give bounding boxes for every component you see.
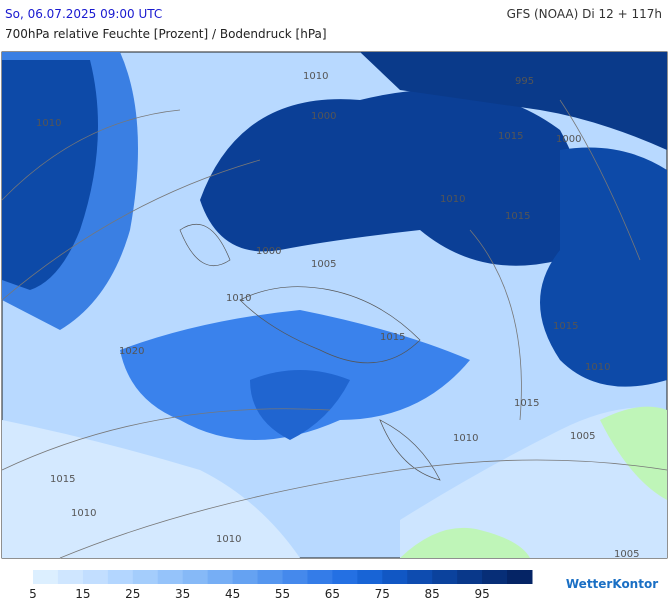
legend-swatch (332, 570, 358, 584)
legend-swatch (507, 570, 533, 584)
isobar-label: 1010 (453, 433, 478, 444)
legend-swatch (482, 570, 508, 584)
legend-tick-label: 75 (375, 587, 390, 600)
isobar-label: 1015 (50, 474, 75, 485)
isobar-label: 1015 (380, 332, 405, 343)
isobar-label: 1015 (553, 321, 578, 332)
isobar-label: 1010 (226, 293, 251, 304)
isobar-label: 1000 (556, 134, 581, 145)
legend-swatch (457, 570, 483, 584)
legend-tick-label: 65 (325, 587, 340, 600)
moist-area (2, 60, 98, 290)
isobar-label: 1015 (514, 398, 539, 409)
isobar-label: 1010 (303, 71, 328, 82)
legend-tick-label: 85 (425, 587, 440, 600)
isobar-label: 1010 (585, 362, 610, 373)
legend-swatch (232, 570, 259, 584)
legend-swatch (282, 570, 308, 584)
isobar-label: 1010 (440, 194, 465, 205)
legend-swatch (407, 570, 433, 584)
legend-swatch (157, 570, 184, 584)
isobar-label: 1010 (36, 118, 61, 129)
isobar-label: 995 (515, 76, 534, 87)
legend-tick-label: 35 (175, 587, 190, 600)
color-legend: 5 15 25 35 45 55 65 75 85 95 (29, 570, 533, 600)
isobar-label: 1000 (311, 111, 336, 122)
legend-swatch (57, 570, 84, 584)
legend-swatch (82, 570, 109, 584)
dry-area (400, 407, 667, 558)
isobar-label: 1020 (119, 346, 144, 357)
moist-area (360, 52, 667, 150)
legend-swatch (432, 570, 458, 584)
low-humidity-area (400, 527, 530, 558)
isobar-label: 1015 (498, 131, 523, 142)
isobar-label: 1005 (311, 259, 336, 270)
datetime: So, 06.07.2025 09:00 UTC (5, 7, 162, 21)
legend-tick-label: 55 (275, 587, 290, 600)
legend-swatch (132, 570, 159, 584)
subtitle: 700hPa relative Feuchte [Prozent] / Bode… (5, 27, 327, 41)
legend-tick-label: 15 (75, 587, 90, 600)
legend-swatch (207, 570, 234, 584)
legend-swatch (33, 570, 59, 584)
legend-swatch (307, 570, 333, 584)
map-field: 1010 995 1010 1000 1015 1000 1010 1015 1… (1, 51, 668, 560)
moist-area (250, 370, 350, 440)
low-humidity-area (600, 406, 667, 500)
isobar-label: 1005 (570, 431, 595, 442)
isobar-label: 1015 (505, 211, 530, 222)
moist-area (540, 147, 667, 387)
legend-tick-label: 45 (225, 587, 240, 600)
moist-area (200, 90, 580, 266)
legend-swatch (257, 570, 283, 584)
legend-swatch (107, 570, 134, 584)
legend-swatch (357, 570, 383, 584)
legend-tick-label: 25 (125, 587, 140, 600)
coastline (179, 224, 441, 481)
isobar-label: 1005 (614, 549, 639, 560)
brand-logo: WetterKontor (566, 577, 658, 591)
legend-tick-label: 95 (474, 587, 489, 600)
isobar-line (1, 99, 668, 559)
legend-swatch (182, 570, 209, 584)
dry-area (2, 420, 300, 558)
legend-tick-label: 5 (29, 587, 37, 600)
legend-swatch (382, 570, 408, 584)
model-run: GFS (NOAA) Di 12 + 117h (507, 7, 662, 21)
isobar-label: 1010 (216, 534, 241, 545)
isobar-label: 1000 (256, 246, 281, 257)
isobar-label: 1010 (71, 508, 96, 519)
